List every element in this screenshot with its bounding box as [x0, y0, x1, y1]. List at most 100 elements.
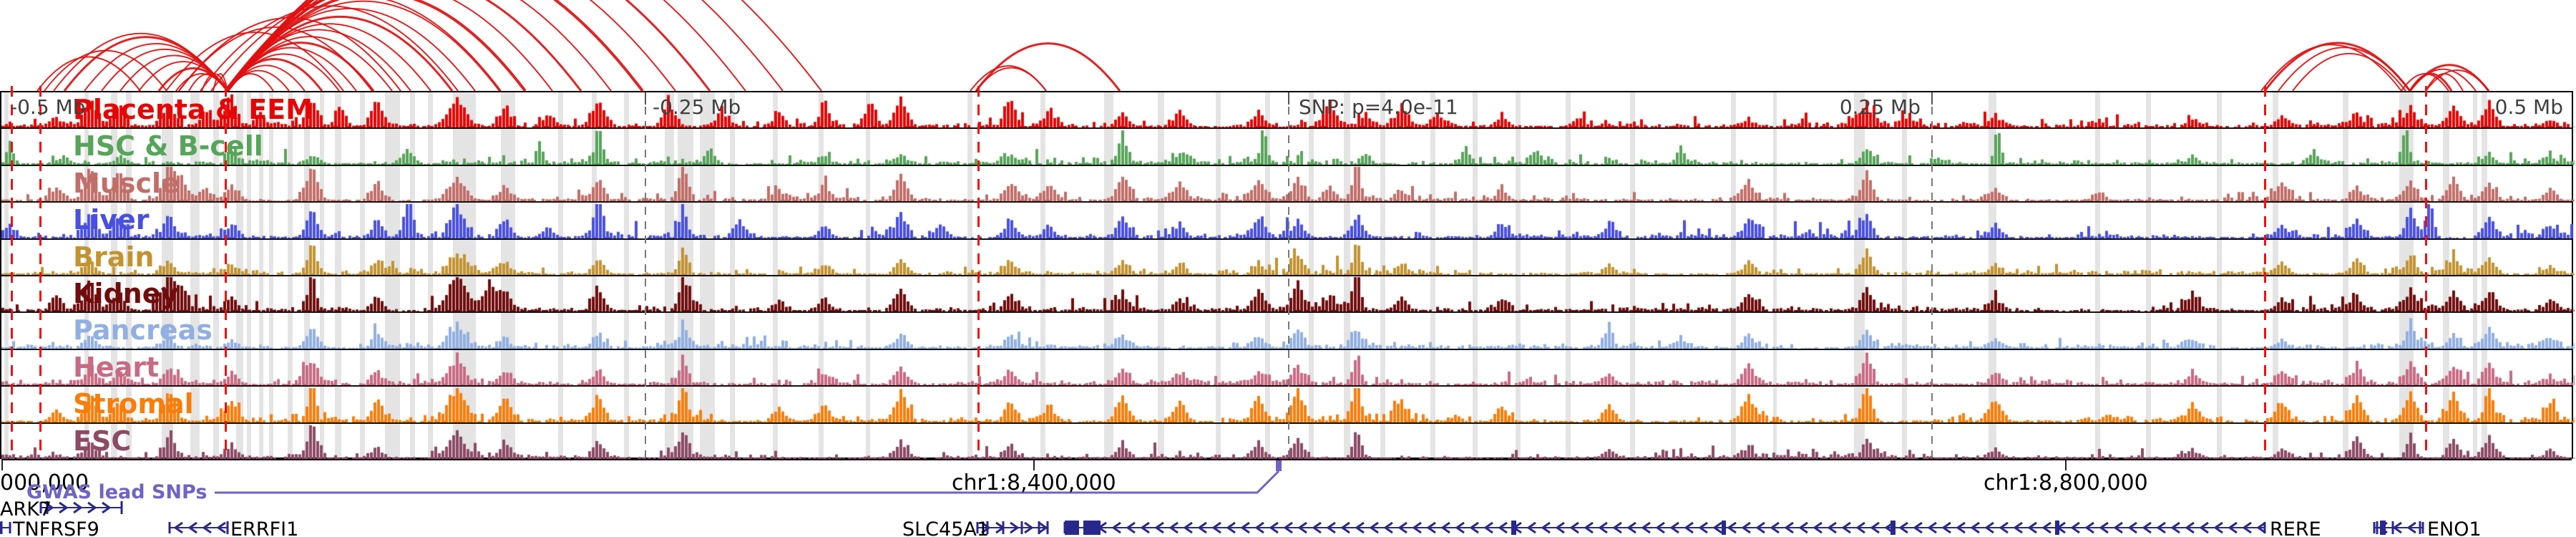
strand-arrow: [1426, 521, 1436, 534]
exon-box: [1083, 521, 1101, 535]
strand-arrow: [1211, 521, 1221, 534]
track-row-placenta-eem: Placenta & EEM: [1, 92, 2575, 130]
strand-arrow: [2142, 521, 2152, 534]
strand-arrow: [1669, 521, 1679, 534]
strand-arrow: [2127, 521, 2137, 534]
interaction-arcs-layer: [36, 0, 2490, 92]
strand-arrow: [1655, 521, 1665, 534]
strand-arrow: [2228, 521, 2238, 534]
lead-snp-guide-line: [11, 86, 13, 458]
lead-snp-guide-line: [39, 86, 42, 458]
exon-box: [2380, 521, 2386, 535]
strand-arrow: [1541, 521, 1551, 534]
track-label: Liver: [73, 204, 150, 236]
strand-arrow: [1612, 521, 1622, 534]
strand-arrow: [1383, 521, 1393, 534]
track-label: ESC: [73, 425, 132, 457]
strand-arrow: [1440, 521, 1450, 534]
strand-arrow: [173, 521, 183, 534]
strand-arrow: [1397, 521, 1407, 534]
strand-arrow: [1855, 521, 1865, 534]
track-row-liver: Liver: [1, 203, 2575, 240]
gwas-snp-marker: [1276, 460, 1282, 471]
interaction-arc: [2278, 47, 2411, 92]
strand-arrow: [216, 521, 226, 534]
strand-arrow: [1498, 521, 1508, 534]
interaction-arc: [2425, 69, 2489, 92]
interaction-arc: [200, 5, 459, 92]
track-label: Stromal: [73, 388, 194, 420]
strand-arrow: [1569, 521, 1579, 534]
strand-arrow: [1770, 521, 1780, 534]
strand-arrow: [2156, 521, 2166, 534]
strand-arrow: [1412, 521, 1422, 534]
strand-arrow: [1483, 521, 1493, 534]
interaction-arc: [175, 73, 228, 92]
mb-guide-line: [1931, 92, 1933, 458]
strand-arrow: [1254, 521, 1264, 534]
track-row-brain: Brain: [1, 239, 2575, 276]
strand-arrow: [1784, 521, 1794, 534]
strand-arrow: [1841, 521, 1851, 534]
annotation-glyphs: [0, 459, 2424, 535]
strand-arrow: [2070, 521, 2080, 534]
strand-arrow: [1870, 521, 1880, 534]
strand-arrow: [1584, 521, 1594, 534]
interaction-arc: [210, 0, 502, 92]
strand-arrow: [1312, 521, 1322, 534]
mb-tick: [1931, 92, 1933, 105]
strand-arrow: [2392, 521, 2402, 534]
track-row-muscle: Muscle: [1, 166, 2575, 203]
strand-arrow: [1024, 521, 1034, 534]
strand-arrow: [1999, 521, 2009, 534]
coordinate-label: 000,000: [0, 470, 89, 495]
strand-arrow: [1183, 521, 1193, 534]
gene-label-rere: RERE: [2270, 518, 2321, 537]
strand-arrow: [1297, 521, 1307, 534]
strand-arrow: [1140, 521, 1150, 534]
strand-arrow: [1111, 521, 1121, 534]
strand-arrow: [1798, 521, 1808, 534]
strand-arrow: [1240, 521, 1250, 534]
strand-arrow: [1813, 521, 1823, 534]
strand-arrow: [1741, 521, 1751, 534]
strand-arrow: [1197, 521, 1207, 534]
strand-arrow: [2041, 521, 2051, 534]
track-label: Placenta & EEM: [73, 94, 313, 125]
strand-arrow: [1827, 521, 1837, 534]
strand-arrow: [2113, 521, 2123, 534]
strand-arrow: [1727, 521, 1737, 534]
gene-rere: [1063, 521, 2266, 535]
strand-arrow: [1326, 521, 1336, 534]
mb-ruler-label: 0.25 Mb: [1839, 95, 1921, 119]
track-label: HSC & B-cell: [73, 130, 263, 163]
track-label: Kidney: [73, 277, 179, 309]
gwas-lead-snps-label: GWAS lead SNPs: [26, 481, 208, 503]
strand-arrow: [87, 501, 97, 514]
strand-arrow: [2185, 521, 2195, 534]
track-row-esc: ESC: [1, 423, 2575, 460]
mb-tick: [645, 92, 646, 105]
strand-arrow: [1169, 521, 1179, 534]
strand-arrow: [1269, 521, 1279, 534]
lead-snp-guide-line: [2425, 86, 2427, 458]
strand-arrow: [1984, 521, 1994, 534]
interaction-arc: [165, 32, 344, 92]
strand-arrow: [2213, 521, 2223, 534]
strand-arrow: [2013, 521, 2023, 534]
exon-box: [1890, 521, 1896, 535]
track-row-stromal: Stromal: [1, 387, 2575, 424]
mb-guide-line: [1288, 92, 1289, 458]
mb-tick: [1288, 92, 1289, 105]
strand-arrow: [73, 501, 83, 514]
signal-tracks-panel: Placenta & EEM HSC & B-cell Muscle Liver Bra…: [0, 86, 2575, 460]
track-row-heart: Heart: [1, 350, 2575, 387]
strand-arrow: [1684, 521, 1694, 534]
strand-arrow: [2084, 521, 2094, 534]
strand-arrow: [1340, 521, 1350, 534]
strand-arrow: [1927, 521, 1937, 534]
interaction-arc: [188, 73, 228, 92]
strand-arrow: [981, 521, 991, 534]
gene-eno1: [2373, 521, 2424, 535]
